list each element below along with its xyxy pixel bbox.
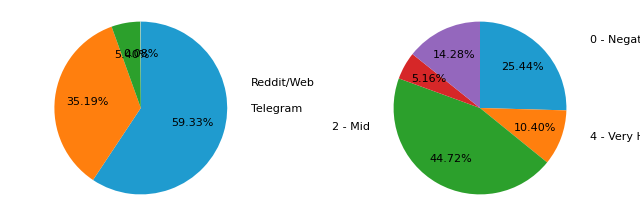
Wedge shape [93,22,227,194]
Text: 4 - Very High: 4 - Very High [590,132,640,142]
Text: 5.40%: 5.40% [114,50,149,60]
Text: 59.33%: 59.33% [171,118,213,129]
Text: 10.40%: 10.40% [514,123,556,133]
Text: 5.16%: 5.16% [411,74,446,84]
Text: 35.19%: 35.19% [67,97,109,106]
Text: Reddit/Web: Reddit/Web [251,78,315,88]
Text: 14.28%: 14.28% [433,50,476,60]
Wedge shape [54,27,141,180]
Text: Telegram: Telegram [251,104,302,114]
Wedge shape [480,108,566,162]
Text: 25.44%: 25.44% [501,62,543,72]
Text: 0.08%: 0.08% [123,49,158,59]
Wedge shape [394,78,547,194]
Text: 0 - Negative: 0 - Negative [590,35,640,45]
Wedge shape [399,54,480,108]
Text: 2 - Mid: 2 - Mid [332,122,370,132]
Wedge shape [111,22,141,108]
Text: 44.72%: 44.72% [429,154,472,164]
Wedge shape [480,22,566,110]
Wedge shape [412,22,480,108]
